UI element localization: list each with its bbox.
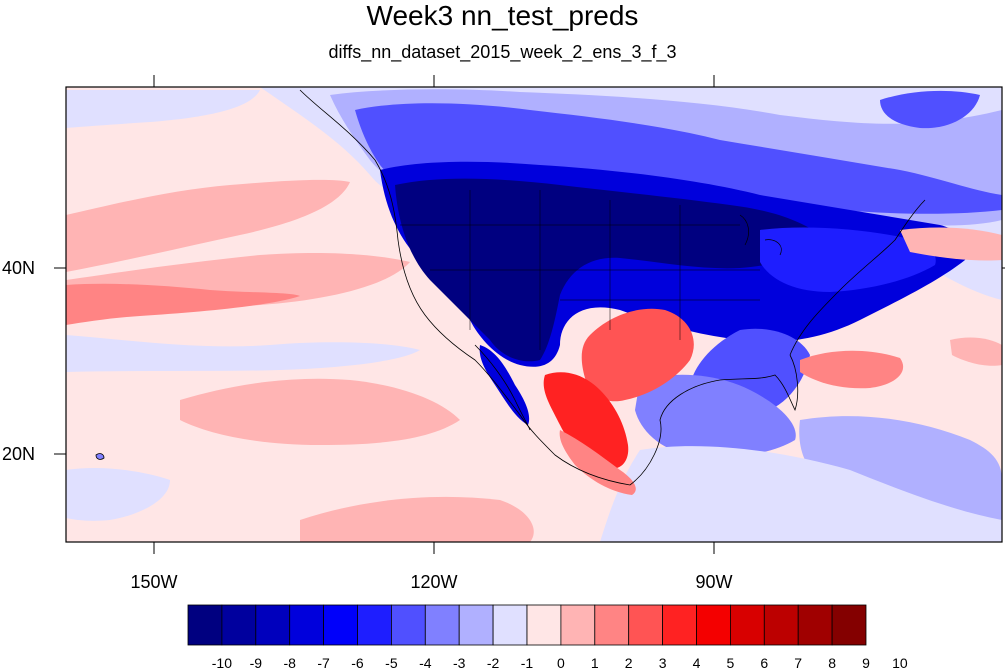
coastline-baja — [474, 344, 531, 431]
colorbar-tick-label: 10 — [892, 655, 908, 671]
colorbar-box — [492, 604, 528, 646]
plot-frame — [65, 86, 1003, 543]
coastline-east — [789, 199, 926, 356]
lon-label-150w: 150W — [130, 572, 178, 592]
colorbar-box — [323, 604, 358, 646]
colorbar-tick-label: 8 — [828, 655, 836, 671]
colorbar-box — [594, 604, 630, 646]
field-pacific-south-red — [180, 378, 460, 445]
lat-label-20n: 20N — [2, 444, 36, 464]
colorbar-tick-label: 2 — [624, 655, 633, 671]
lon-label-90w: 90W — [695, 572, 733, 592]
coastline-west — [299, 89, 631, 486]
colorbar-box — [255, 604, 291, 646]
field-baja-blue — [479, 345, 530, 425]
map-field — [66, 87, 1002, 542]
field-east-red-band — [900, 227, 1002, 261]
field-east-atlantic-red — [800, 350, 904, 389]
colorbar-tick-label: -8 — [283, 655, 296, 671]
field-pacific-blue-sw — [66, 468, 170, 521]
field-mexico-pale-red — [559, 430, 636, 495]
colorbar-box — [628, 604, 664, 646]
colorbar-tick-label: -10 — [211, 655, 232, 671]
field-pacific-mid-red — [66, 283, 300, 325]
colorbar-box — [458, 604, 494, 646]
colorbar-box — [221, 604, 257, 646]
colorbar-box — [797, 604, 833, 646]
field-east-red-patch — [950, 337, 1002, 366]
lat-label-40n: 40N — [2, 258, 36, 278]
chart-title: Week3 nn_test_preds — [366, 0, 639, 31]
colorbar-box — [187, 604, 223, 646]
colorbar-tick-label: 6 — [760, 655, 769, 671]
field-atlantic-pale-blue — [600, 446, 1002, 542]
field-hudson-blue — [880, 90, 980, 129]
coastline-hawaii — [95, 453, 105, 460]
field-pacific-red-band-north — [66, 179, 350, 272]
colorbar-tick-label: 1 — [590, 655, 599, 671]
colorbar-box — [390, 604, 426, 646]
colorbar-tick-label: -6 — [351, 655, 364, 671]
colorbar-tick-label: -5 — [385, 655, 398, 671]
colorbar-box — [560, 604, 596, 646]
colorbar-tick-label: -7 — [317, 655, 330, 671]
colorbar-tick-label: 4 — [692, 655, 701, 671]
colorbar — [187, 604, 867, 646]
colorbar-box — [763, 604, 799, 646]
axis-ticks — [54, 75, 1005, 554]
colorbar-tick-label: 7 — [794, 655, 803, 671]
colorbar-box — [696, 604, 731, 646]
coastline-gulf — [629, 354, 799, 486]
field-pacific-blue-band — [66, 335, 420, 372]
colorbar-box — [526, 604, 562, 646]
colorbar-tick-label: 9 — [862, 655, 870, 671]
colorbar-box — [831, 604, 867, 646]
field-northeast-blue — [760, 227, 936, 292]
colorbar-box — [730, 604, 765, 646]
colorbar-box — [289, 604, 325, 646]
coastline-great-lakes — [739, 214, 782, 256]
colorbar-tick-label: -9 — [249, 655, 263, 671]
chart-subtitle: diffs_nn_dataset_2015_week_2_ens_3_f_3 — [328, 42, 677, 62]
colorbar-tick-label: 0 — [556, 655, 565, 671]
field-mexico-red — [543, 372, 629, 469]
state-borders — [400, 190, 760, 350]
lon-label-120w: 120W — [410, 572, 458, 592]
colorbar-tick-label: -4 — [419, 655, 432, 671]
colorbar-box — [357, 604, 392, 646]
field-texas-red — [581, 308, 694, 402]
field-pacific-blue-nw — [66, 90, 260, 128]
colorbar-tick-label: -1 — [520, 655, 534, 671]
field-us-deep-blue — [395, 178, 820, 362]
colorbar-box — [662, 604, 697, 646]
field-pacific-tropical-red — [300, 496, 534, 542]
colorbar-tick-label: 3 — [658, 655, 667, 671]
colorbar-tick-label: -3 — [452, 655, 466, 671]
colorbar-tick-label: 5 — [726, 655, 735, 671]
field-caribbean-blue — [635, 374, 796, 457]
colorbar-box — [424, 604, 460, 646]
colorbar-tick-label: -2 — [486, 655, 500, 671]
